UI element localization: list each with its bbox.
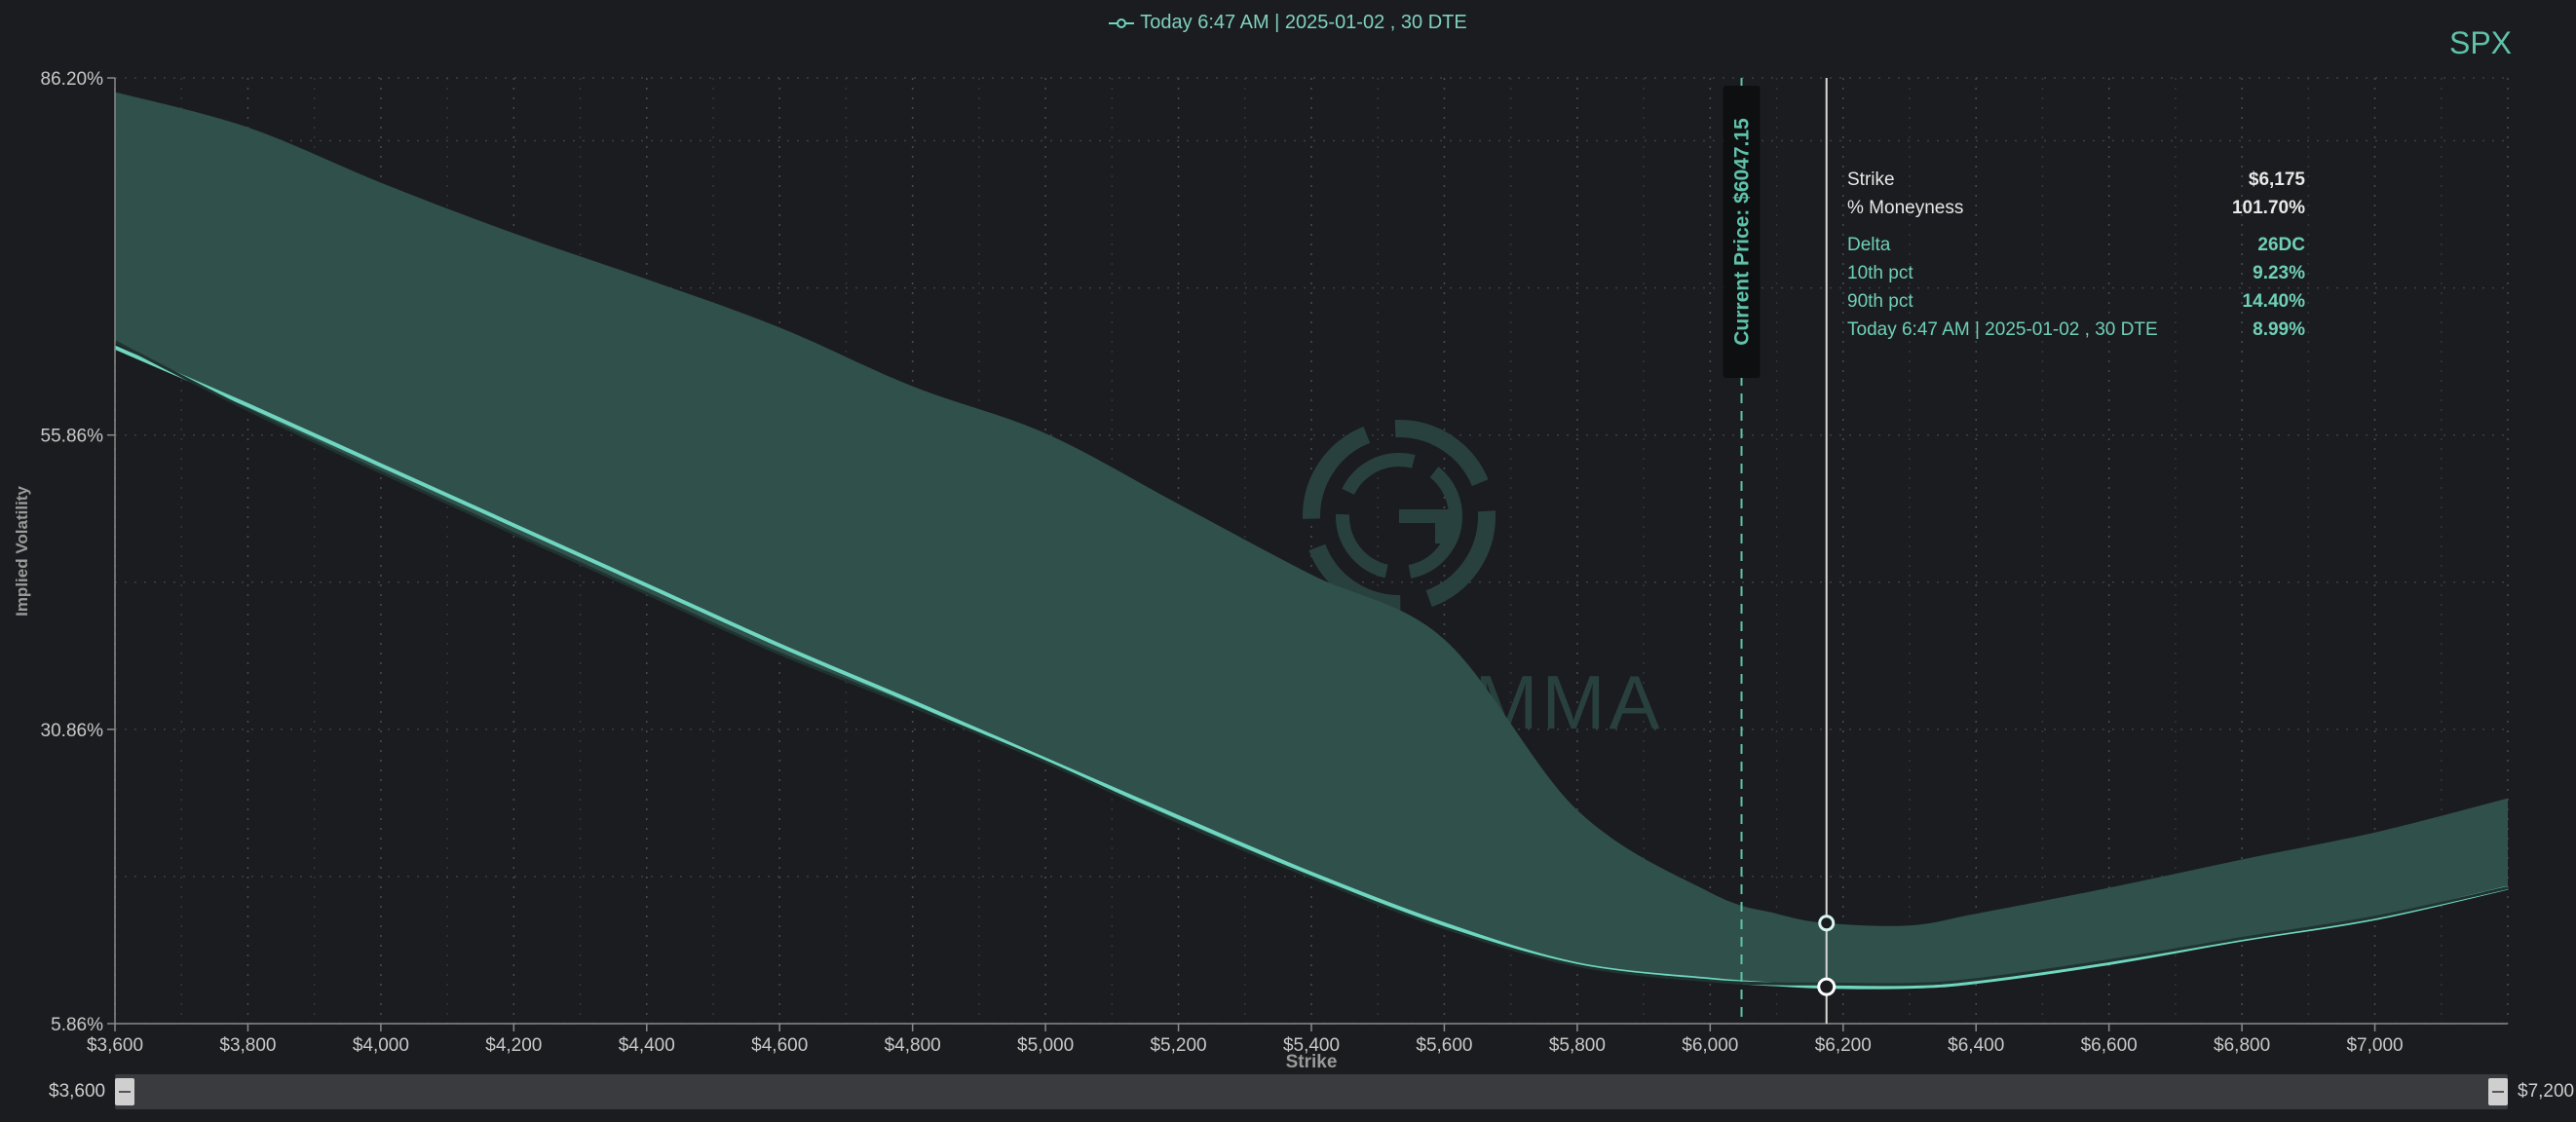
y-tick-label: 5.86%: [51, 1015, 103, 1035]
x-tick-label: $5,200: [1150, 1035, 1206, 1056]
hover-tooltip: Strike $6,175 % Moneyness 101.70% Delta …: [1847, 166, 2305, 344]
tooltip-row-delta: Delta 26DC: [1847, 231, 2305, 259]
tooltip-row-p10: 10th pct 9.23%: [1847, 259, 2305, 287]
x-tick-label: $4,200: [485, 1035, 542, 1056]
ticker-symbol: SPX: [2448, 25, 2512, 60]
x-axis-label: Strike: [1286, 1052, 1338, 1072]
y-tick-label: 55.86%: [41, 427, 104, 447]
x-tick-label: $6,400: [1948, 1035, 2004, 1056]
y-axis-label: Implied Volatility: [13, 486, 31, 617]
x-tick-label: $4,600: [751, 1035, 808, 1056]
x-tick-label: $5,800: [1549, 1035, 1606, 1056]
x-tick-label: $4,000: [353, 1035, 409, 1056]
current-price-label-box: Current Price: $6047.15: [1723, 86, 1761, 378]
percentile-band: [115, 92, 2508, 985]
x-tick-label: $4,800: [885, 1035, 941, 1056]
range-handle-right[interactable]: [2488, 1078, 2508, 1105]
tooltip-p90-label: 90th pct: [1847, 291, 1913, 312]
legend[interactable]: Today 6:47 AM | 2025-01-02 , 30 DTE: [0, 12, 2576, 34]
legend-label: Today 6:47 AM | 2025-01-02 , 30 DTE: [1140, 12, 1467, 33]
x-tick-label: $5,600: [1416, 1035, 1472, 1056]
x-tick-label: $3,800: [219, 1035, 276, 1056]
tooltip-p10-label: 10th pct: [1847, 263, 1913, 283]
tooltip-delta-label: Delta: [1847, 235, 1891, 255]
y-tick-label: 30.86%: [41, 721, 104, 741]
range-handle-left[interactable]: [115, 1078, 134, 1105]
iv-series-line: [114, 345, 2509, 990]
y-axis: 5.86% 30.86% 55.86% 86.20%: [41, 69, 116, 1035]
tooltip-p10-value: 9.23%: [2253, 263, 2305, 283]
tooltip-row-moneyness: % Moneyness 101.70%: [1847, 194, 2305, 222]
watermark-logo: [1303, 420, 1496, 613]
current-price-label: Current Price: $6047.15: [1731, 118, 1754, 346]
x-tick-label: $6,800: [2214, 1035, 2270, 1056]
x-tick-label: $5,400: [1283, 1035, 1340, 1056]
hover-point-p90: [1818, 915, 1836, 932]
tooltip-row-p90: 90th pct 14.40%: [1847, 287, 2305, 316]
tooltip-moneyness-label: % Moneyness: [1847, 198, 1964, 218]
x-tick-label: $6,600: [2081, 1035, 2138, 1056]
x-tick-label: $6,000: [1682, 1035, 1738, 1056]
tooltip-series-label: Today 6:47 AM | 2025-01-02 , 30 DTE: [1847, 319, 2158, 340]
tooltip-series-value: 8.99%: [2253, 319, 2305, 340]
tooltip-moneyness-value: 101.70%: [2231, 198, 2305, 218]
x-tick-label: $3,600: [87, 1035, 143, 1056]
x-tick-label: $4,400: [619, 1035, 675, 1056]
hover-point-main: [1817, 977, 1837, 996]
range-slider[interactable]: [115, 1074, 2508, 1109]
legend-line-icon: [1109, 18, 1135, 28]
tooltip-row-series: Today 6:47 AM | 2025-01-02 , 30 DTE 8.99…: [1847, 316, 2305, 344]
x-axis: $3,600 $3,800 $4,000 $4,200 $4,400 $4,600 $4,8…: [87, 1023, 2508, 1056]
tooltip-strike-label: Strike: [1847, 169, 1895, 190]
range-max-label: $7,200: [2518, 1081, 2575, 1102]
x-tick-label: $7,000: [2346, 1035, 2403, 1056]
tooltip-delta-value: 26DC: [2257, 235, 2305, 255]
tooltip-strike-value: $6,175: [2248, 169, 2305, 190]
p10-series-line: [114, 340, 2509, 987]
tooltip-row-strike: Strike $6,175: [1847, 166, 2305, 194]
tooltip-p90-value: 14.40%: [2242, 291, 2305, 312]
x-tick-label: $6,200: [1815, 1035, 1872, 1056]
range-min-label: $3,600: [49, 1081, 106, 1102]
y-tick-label: 86.20%: [41, 69, 104, 90]
x-tick-label: $5,000: [1017, 1035, 1074, 1056]
